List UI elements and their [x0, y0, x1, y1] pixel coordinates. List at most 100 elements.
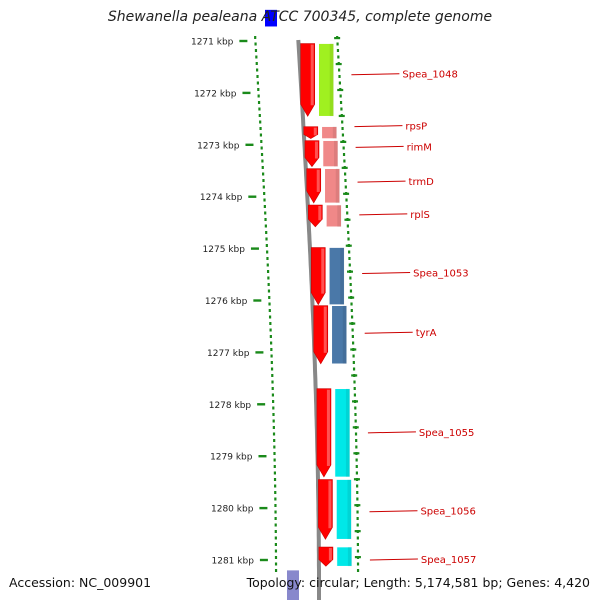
cds-highlight [313, 127, 317, 136]
edge-dot [356, 562, 360, 566]
gene-band-shade [329, 43, 334, 117]
edge-dot [356, 497, 359, 501]
scale-tick-label: 1271 kbp [191, 38, 234, 48]
outer-edge-tick [341, 166, 348, 169]
edge-dot [350, 302, 353, 306]
outer-edge-tick [348, 296, 355, 299]
edge-dot [356, 484, 359, 488]
edge-dot [353, 393, 357, 397]
edge-dot [260, 153, 264, 156]
edge-dot [256, 81, 259, 85]
gene-band [331, 305, 348, 365]
partial-feature [265, 9, 278, 27]
edge-dot [264, 224, 267, 228]
edge-dot [258, 107, 261, 111]
edge-dot [274, 549, 278, 553]
edge-dot [274, 504, 277, 507]
edge-dot [268, 309, 271, 312]
edge-dot [257, 88, 260, 91]
edge-dot [260, 146, 263, 150]
edge-dot [273, 458, 276, 462]
scale-tick-label: 1272 kbp [194, 89, 237, 99]
edge-dot [343, 159, 346, 163]
edge-dot [255, 55, 258, 59]
edge-dot [257, 94, 260, 98]
edge-dot [351, 335, 354, 338]
outer-edge-tick [335, 62, 342, 66]
gene-label-leader [359, 213, 408, 216]
cds-highlight [318, 206, 322, 221]
outer-edge-tick [340, 140, 347, 143]
edge-dot [348, 250, 351, 254]
edge-dot [265, 237, 268, 241]
scale-tick [258, 455, 267, 458]
gene-band [318, 43, 335, 117]
outer-edge-tick [352, 426, 359, 429]
gene-label: trmD [409, 177, 435, 188]
edge-dot [353, 387, 356, 390]
edge-dot [268, 296, 271, 299]
edge-dot [266, 270, 270, 273]
edge-dot [341, 127, 344, 130]
gene-label: tyrA [416, 328, 437, 339]
scale-tick-label: 1280 kbp [211, 505, 254, 515]
outer-edge-tick [344, 218, 351, 221]
cds-highlight [321, 248, 325, 294]
edge-dot [264, 218, 267, 221]
edge-dot [355, 458, 358, 462]
gene-band-shade [337, 205, 342, 227]
edge-dot [255, 62, 258, 65]
edge-dot [270, 348, 273, 351]
edge-dot [341, 133, 345, 137]
edge-dot [351, 328, 354, 332]
edge-dot [270, 367, 274, 371]
edge-dot [268, 315, 272, 319]
edge-dot [356, 517, 359, 520]
cds-highlight [328, 480, 332, 529]
edge-dot [256, 75, 259, 78]
edge-dot [352, 354, 355, 358]
edge-dot [350, 315, 354, 319]
edge-dot [256, 68, 259, 72]
gene-band-shade [342, 305, 347, 364]
edge-dot [354, 406, 357, 410]
edge-dot [272, 419, 275, 423]
edge-dot [355, 445, 358, 449]
cds-highlight [323, 306, 327, 353]
edge-dot [273, 452, 276, 455]
edge-dot [261, 166, 264, 169]
gene-label: Spea_1053 [413, 269, 468, 280]
edge-dot [347, 237, 350, 241]
edge-dot [270, 361, 273, 364]
edge-dot [338, 81, 341, 85]
gene-label-leader [354, 125, 403, 128]
edge-dot [345, 205, 348, 208]
gene-label: rpsP [405, 122, 427, 133]
outer-edge-tick [338, 114, 345, 118]
inner-dotted-edge [254, 36, 278, 572]
edge-dot [267, 276, 270, 280]
edge-dot [265, 244, 268, 247]
edge-dot [274, 523, 277, 527]
edge-dot [352, 361, 355, 364]
cds-highlight [314, 141, 318, 159]
gene-band [321, 126, 338, 139]
edge-dot [352, 367, 356, 371]
outer-edge-tick [350, 348, 357, 351]
edge-dot [259, 127, 262, 130]
edge-dot [274, 543, 277, 546]
edge-dot [345, 198, 348, 202]
edge-dot [342, 153, 346, 156]
scale-tick [253, 299, 262, 302]
edge-dot [347, 231, 350, 234]
gene-band-shade [335, 168, 340, 203]
outer-edge-tick [343, 192, 350, 195]
edge-dot [269, 328, 272, 332]
edge-dot [349, 289, 353, 293]
edge-dot [271, 393, 275, 397]
outer-edge-tick [352, 400, 359, 403]
edge-dot [264, 211, 267, 215]
gene-label-leader [362, 272, 411, 275]
edge-dot [355, 471, 358, 475]
